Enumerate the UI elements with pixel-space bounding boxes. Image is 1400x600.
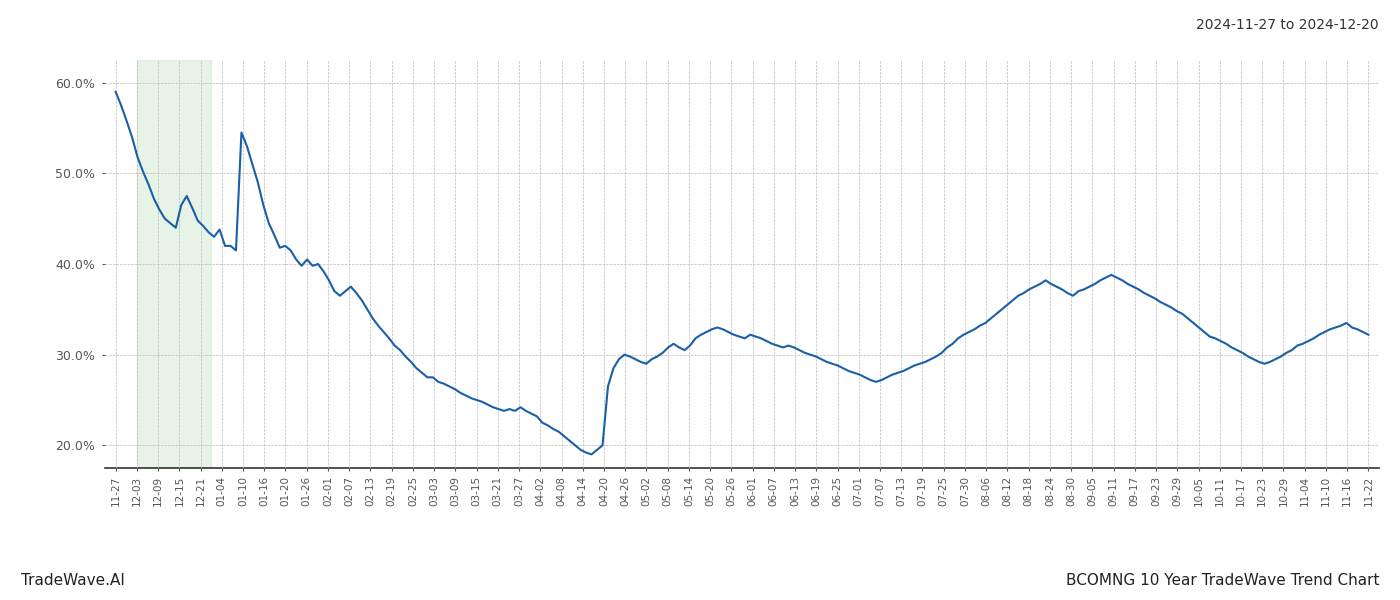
Text: BCOMNG 10 Year TradeWave Trend Chart: BCOMNG 10 Year TradeWave Trend Chart [1065,573,1379,588]
Text: TradeWave.AI: TradeWave.AI [21,573,125,588]
Text: 2024-11-27 to 2024-12-20: 2024-11-27 to 2024-12-20 [1197,18,1379,32]
Bar [137,60,211,468]
